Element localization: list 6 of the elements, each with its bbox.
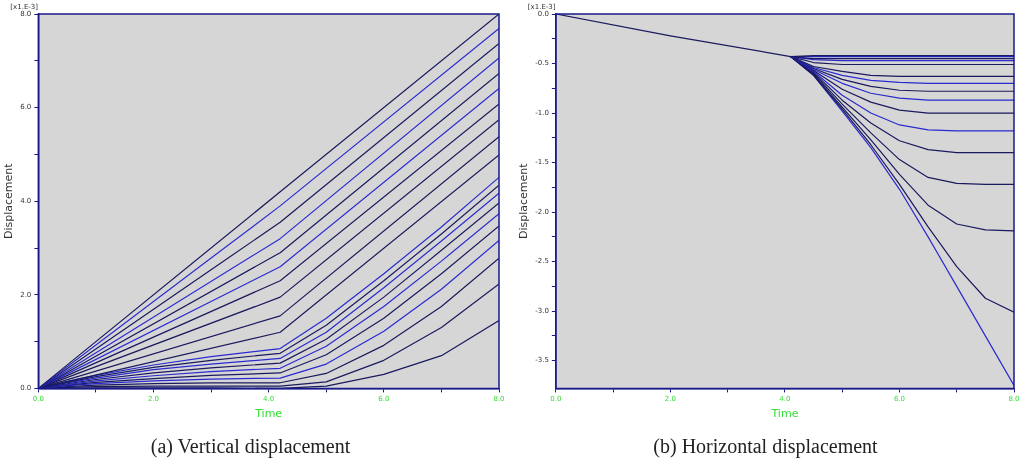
text: (b) Horizontal displacement — [653, 435, 879, 459]
y-axis-title: Displacement — [517, 162, 531, 240]
x-axis-title: Time — [770, 407, 799, 421]
y-axis-title: Displacement — [2, 162, 16, 240]
text: (a) Vertical displacement — [150, 435, 351, 459]
x-axis-title: Time — [254, 407, 283, 421]
